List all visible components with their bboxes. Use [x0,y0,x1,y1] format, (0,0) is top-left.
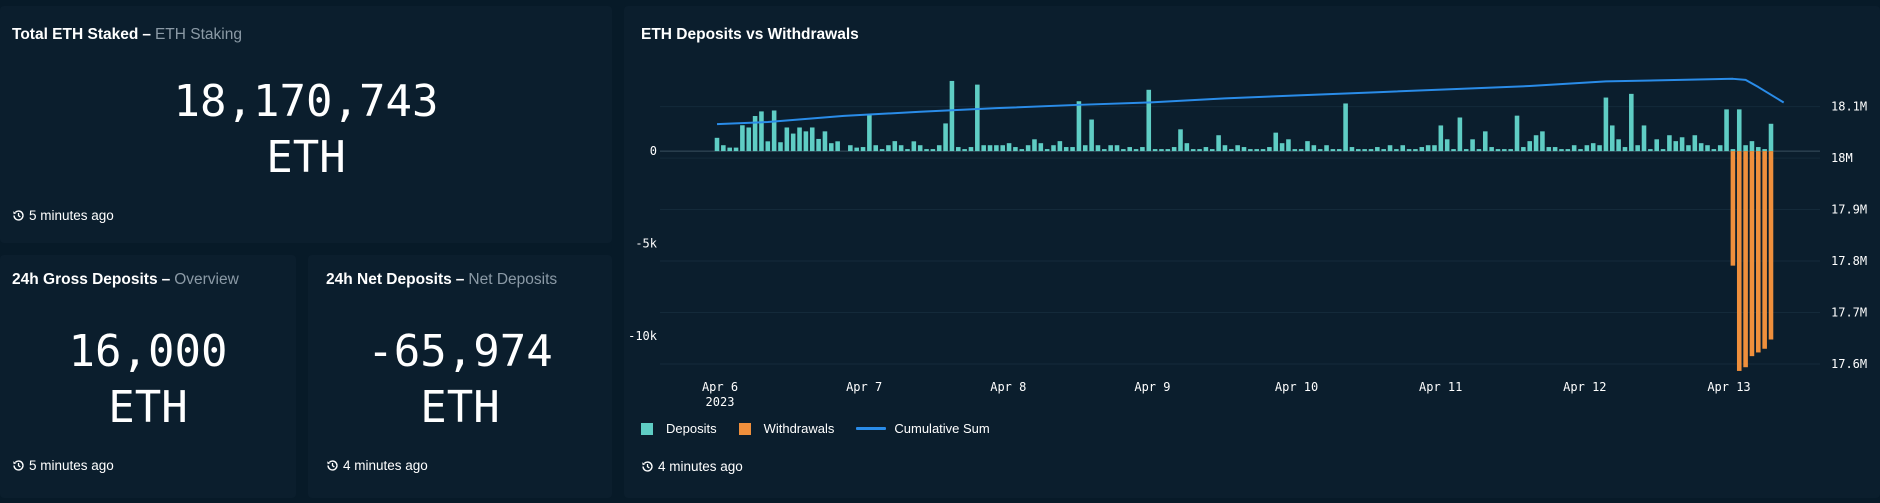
last-updated-text: 4 minutes ago [343,458,428,473]
last-updated: 4 minutes ago [326,458,428,473]
chart-legend: Deposits Withdrawals Cumulative Sum [641,421,1012,436]
card-subtitle-link[interactable]: ETH Staking [154,26,242,43]
chart-title: ETH Deposits vs Withdrawals [641,26,859,43]
card-subtitle-link[interactable]: Overview [174,271,239,288]
legend-item-deposits[interactable]: Deposits [641,421,717,436]
total-staked-value: 18,170,743 [173,76,439,127]
total-eth-staked-card: Total ETH Staked – ETH Staking 18,170,743 … [0,6,612,243]
history-clock-icon [12,459,25,472]
cumulative-swatch [856,427,887,430]
deposits-swatch [641,422,653,435]
gross-deposits-unit: ETH [108,382,188,433]
legend-label: Withdrawals [763,421,835,436]
last-updated: 5 minutes ago [12,208,114,223]
net-deposits-value: -65,974 [367,326,553,377]
chart-last-updated: 4 minutes ago [641,459,743,474]
last-updated-text: 5 minutes ago [29,458,114,473]
gross-deposits-card: 24h Gross Deposits – Overview 16,000 ETH 5… [0,255,296,498]
total-staked-unit: ETH [266,132,346,183]
legend-item-cumulative-sum[interactable]: Cumulative Sum [856,421,990,436]
legend-label: Cumulative Sum [894,421,990,436]
title-separator: – [142,26,151,43]
card-title[interactable]: 24h Net Deposits – Net Deposits [326,271,557,289]
legend-label: Deposits [666,421,717,436]
last-updated-text: 5 minutes ago [29,208,114,223]
history-clock-icon [326,459,339,472]
withdrawals-swatch [738,422,751,435]
card-subtitle-link[interactable]: Net Deposits [468,271,558,288]
last-updated-text: 4 minutes ago [658,459,743,474]
net-deposits-card: 24h Net Deposits – Net Deposits -65,974 ET… [308,255,612,498]
last-updated: 5 minutes ago [12,458,114,473]
legend-item-withdrawals[interactable]: Withdrawals [738,421,835,436]
card-title[interactable]: Total ETH Staked – ETH Staking [12,26,242,44]
card-title-text: Total ETH Staked [12,26,139,43]
history-clock-icon [641,460,654,473]
card-title[interactable]: 24h Gross Deposits – Overview [12,271,239,289]
title-separator: – [161,271,171,288]
net-deposits-unit: ETH [420,382,500,433]
card-title-text: 24h Net Deposits [326,271,452,288]
card-title-text: 24h Gross Deposits [12,271,158,288]
history-clock-icon [12,209,25,222]
gross-deposits-value: 16,000 [68,326,228,377]
title-separator: – [455,271,465,288]
